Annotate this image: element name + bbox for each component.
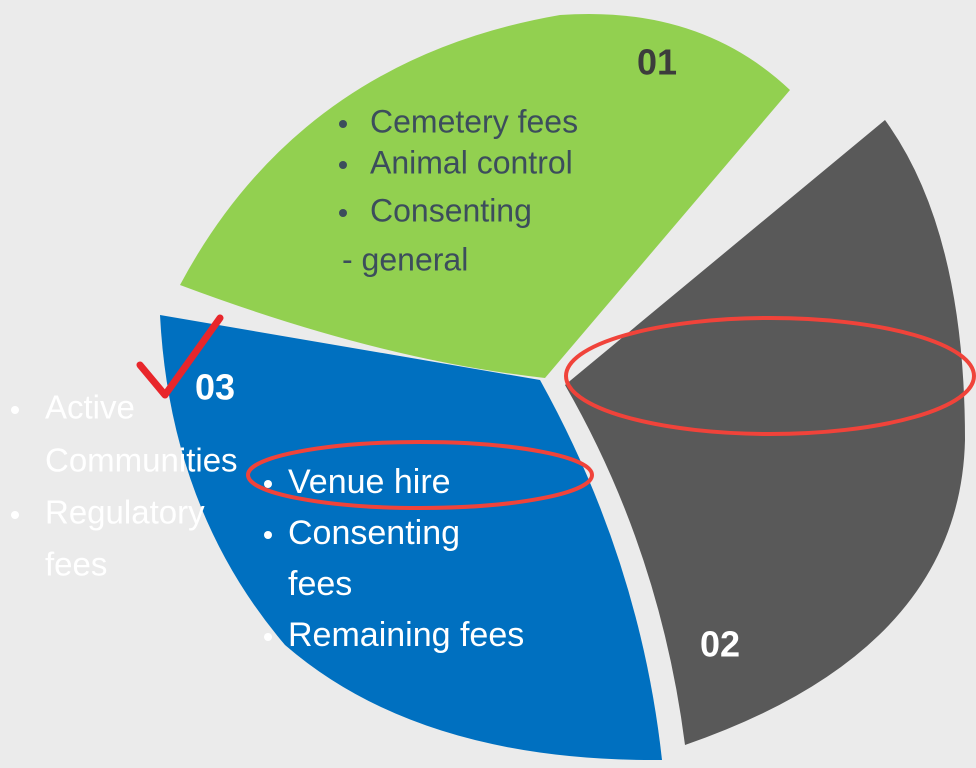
highlight-ellipse bbox=[246, 440, 594, 510]
segment-label: 02 bbox=[700, 624, 740, 665]
list-item: Consenting bbox=[370, 192, 532, 228]
side-item: Active bbox=[45, 389, 135, 426]
side-item: Regulatory bbox=[45, 494, 205, 531]
list-item: Cemetery fees bbox=[370, 103, 578, 139]
bullet bbox=[264, 633, 272, 641]
bullet bbox=[339, 209, 347, 217]
list-item: fees bbox=[288, 565, 352, 603]
bullet bbox=[339, 120, 347, 128]
list-item: Remaining fees bbox=[288, 616, 524, 654]
segment-01 bbox=[180, 13, 790, 379]
list-item: - general bbox=[342, 241, 468, 277]
bullet bbox=[339, 161, 347, 169]
bullet bbox=[11, 511, 19, 519]
segment-03 bbox=[160, 315, 662, 761]
segment-label: 03 bbox=[195, 367, 235, 408]
list-item: Consenting bbox=[288, 514, 460, 552]
side-item: Communities bbox=[45, 442, 238, 479]
segment-label: 01 bbox=[637, 42, 677, 83]
checkmark bbox=[136, 314, 224, 399]
bullet bbox=[11, 406, 19, 414]
highlight-ellipse bbox=[564, 316, 976, 436]
bullet bbox=[264, 531, 272, 539]
side-item: fees bbox=[45, 546, 107, 583]
list-item: Animal control bbox=[370, 144, 573, 180]
bullet bbox=[264, 480, 272, 488]
list-item: Venue hire bbox=[288, 463, 451, 501]
